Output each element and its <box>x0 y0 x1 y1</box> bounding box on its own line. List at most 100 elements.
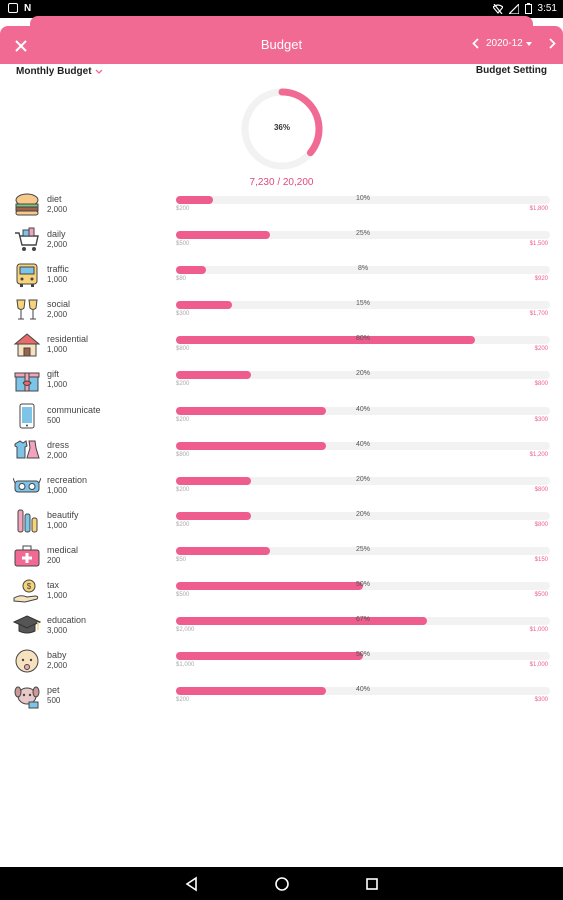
category-budget: 2,000 <box>47 205 68 214</box>
category-row-recreation[interactable]: recreation 1,000 20% $200 $800 <box>0 471 563 506</box>
category-budget: 500 <box>47 696 61 706</box>
month-select[interactable]: 2020-12 <box>486 38 532 49</box>
signal-icon <box>508 3 519 14</box>
close-button[interactable] <box>10 35 32 57</box>
category-name: communicate <box>47 404 101 415</box>
category-row-residential[interactable]: residential 1,000 80% $800 $200 <box>0 330 563 365</box>
remaining-amount: $200 <box>534 346 548 353</box>
progress-track <box>176 266 550 275</box>
category-row-pet[interactable]: pet 500 40% $200 $300 <box>0 681 563 716</box>
spent-amount: $200 <box>176 381 190 388</box>
progress-percent: 40% <box>355 440 370 448</box>
spent-amount: $200 <box>176 416 190 423</box>
category-row-diet[interactable]: diet 2,000 10% $200 $1,800 <box>0 190 563 225</box>
progress-track <box>176 231 550 240</box>
spent-amount: $200 <box>176 521 190 528</box>
category-budget: 1,000 <box>47 591 68 601</box>
back-icon[interactable] <box>184 876 200 892</box>
category-name: gift <box>47 369 60 380</box>
progress-percent: 80% <box>355 335 370 343</box>
category-row-beautify[interactable]: beautify 1,000 20% $200 $800 <box>0 506 563 541</box>
coin-hand-icon: $ <box>13 579 39 603</box>
remaining-amount: $920 <box>534 276 548 283</box>
close-icon <box>15 40 27 52</box>
remaining-amount: $1,000 <box>529 627 548 634</box>
category-budget: 1,000 <box>47 520 68 530</box>
spent-amount: $200 <box>176 697 190 704</box>
remaining-amount: $800 <box>534 521 548 528</box>
spent-amount: $300 <box>176 311 190 318</box>
progress-track <box>176 476 550 485</box>
spent-amount: $500 <box>176 592 190 599</box>
spent-amount: $2,000 <box>176 627 195 634</box>
progress-track <box>176 511 550 520</box>
category-budget: 1,000 <box>47 275 68 285</box>
category-budget: 2,000 <box>47 661 68 671</box>
prev-month-button[interactable] <box>468 34 482 56</box>
category-row-medical[interactable]: medical 200 25% $50 $150 <box>0 541 563 576</box>
progress-track <box>176 371 550 380</box>
house-icon <box>13 333 41 357</box>
category-row-education[interactable]: education 3,000 67% $2,000 $1,000 <box>0 611 563 646</box>
category-budget: 2,000 <box>47 310 68 320</box>
progress-track <box>176 617 550 626</box>
spent-amount: $200 <box>176 206 190 212</box>
donut-percent: 36% <box>273 123 290 132</box>
progress-percent: 25% <box>355 545 370 553</box>
category-name: medical <box>47 544 79 555</box>
progress-track <box>176 546 550 555</box>
svg-text:$: $ <box>27 582 32 591</box>
vr-glasses-icon <box>13 477 41 493</box>
progress-percent: 40% <box>355 686 370 694</box>
category-budget: 2,000 <box>47 450 68 460</box>
graduation-cap-icon <box>13 615 41 634</box>
monthly-budget-dropdown[interactable]: Monthly Budget <box>16 66 103 77</box>
spent-amount: $200 <box>176 486 190 493</box>
spent-amount: $500 <box>176 241 190 248</box>
progress-track <box>176 652 550 661</box>
progress-track <box>176 582 550 591</box>
bus-icon <box>16 263 38 288</box>
category-row-social[interactable]: social 2,000 15% $300 $1,700 <box>0 295 563 330</box>
category-row-daily[interactable]: daily 2,000 25% $500 $1,500 <box>0 225 563 260</box>
category-list: diet 2,000 10% $200 $1,800 daily 2,000 25% $500 $… <box>0 190 563 716</box>
recents-icon[interactable] <box>364 876 380 892</box>
progress-fill <box>176 546 270 555</box>
remaining-amount: $300 <box>534 697 548 704</box>
progress-percent: 15% <box>355 300 370 308</box>
home-icon[interactable] <box>274 876 290 892</box>
progress-fill <box>176 652 363 661</box>
category-name: recreation <box>47 474 88 485</box>
spent-amount: $50 <box>176 556 187 563</box>
category-row-communicate[interactable]: communicate 500 40% $200 $300 <box>0 401 563 436</box>
month-label: 2020-12 <box>486 38 523 49</box>
notification-icon <box>8 3 18 13</box>
category-row-gift[interactable]: gift 1,000 20% $200 $800 <box>0 365 563 400</box>
category-name: residential <box>47 334 89 345</box>
category-row-baby[interactable]: baby 2,000 50% $1,000 $1,000 <box>0 646 563 681</box>
progress-fill <box>176 582 363 591</box>
remaining-amount: $1,000 <box>529 662 548 669</box>
progress-fill <box>176 687 326 696</box>
dog-icon <box>14 686 40 709</box>
remaining-amount: $800 <box>534 381 548 388</box>
category-name: pet <box>47 685 60 696</box>
category-row-tax[interactable]: $ tax 1,000 50% $500 $500 <box>0 576 563 611</box>
baby-icon <box>15 649 39 673</box>
category-budget: 500 <box>47 415 61 425</box>
category-name: beautify <box>47 509 79 520</box>
category-budget: 200 <box>47 555 61 565</box>
budget-setting-button[interactable]: Budget Setting <box>475 65 547 76</box>
makeup-brush-icon <box>17 509 38 533</box>
spent-amount: $1,000 <box>176 662 195 669</box>
category-name: social <box>47 299 71 310</box>
category-row-traffic[interactable]: traffic 1,000 8% $80 $920 <box>0 260 563 295</box>
hamburger-icon <box>15 193 39 216</box>
category-row-dress[interactable]: dress 2,000 40% $800 $1,200 <box>0 436 563 471</box>
next-month-button[interactable] <box>545 34 559 56</box>
category-budget: 1,000 <box>47 380 68 390</box>
clothes-icon <box>14 439 40 459</box>
monthly-budget-label: Monthly Budget <box>16 66 92 77</box>
wine-glasses-icon <box>16 299 38 320</box>
progress-track <box>176 196 550 204</box>
